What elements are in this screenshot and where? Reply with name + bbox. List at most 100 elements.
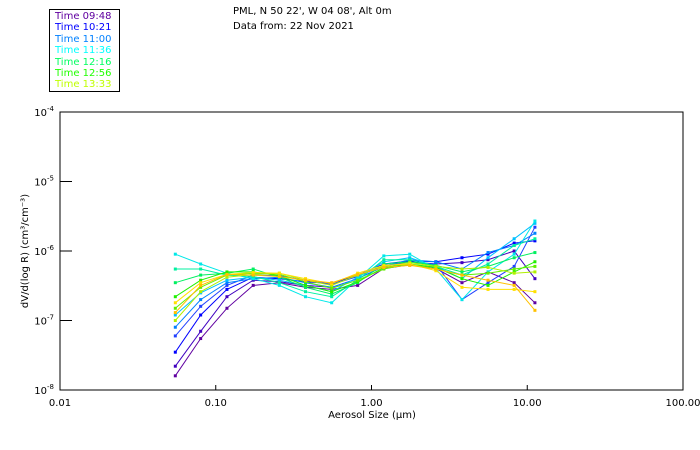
data-point — [225, 270, 229, 274]
data-point — [304, 277, 308, 281]
data-point — [173, 374, 177, 378]
data-point — [434, 267, 438, 271]
series-layer — [173, 219, 537, 378]
data-point — [434, 269, 438, 273]
data-point — [460, 256, 464, 260]
chart-title: PML, N 50 22', W 04 08', Alt 0m Data fro… — [233, 4, 392, 34]
data-point — [533, 290, 537, 294]
data-point — [304, 280, 308, 284]
y-tick-exp: -4 — [47, 105, 55, 113]
data-point — [460, 261, 464, 265]
data-point — [382, 258, 386, 262]
data-point — [486, 283, 490, 287]
data-point — [173, 313, 177, 317]
data-point — [356, 272, 360, 276]
data-point — [277, 278, 281, 282]
data-point — [277, 283, 281, 287]
data-point — [199, 329, 203, 333]
data-point — [199, 298, 203, 302]
data-point — [460, 267, 464, 271]
data-point — [251, 273, 255, 277]
legend-item: Time 11:00 — [55, 33, 112, 45]
legend-item: Time 11:36 — [55, 45, 112, 57]
y-tick-exp: -5 — [47, 175, 54, 183]
data-point — [460, 270, 464, 274]
data-point — [486, 256, 490, 260]
data-point — [251, 278, 255, 282]
data-point — [486, 265, 490, 269]
data-point — [356, 280, 360, 284]
series-line — [175, 220, 536, 304]
data-point — [199, 267, 203, 271]
data-point — [251, 277, 255, 281]
x-tick-label: 10.00 — [513, 398, 542, 409]
series-line — [174, 262, 535, 321]
data-point — [225, 295, 229, 299]
data-point — [330, 290, 334, 294]
data-point — [533, 219, 537, 223]
data-point — [330, 295, 334, 299]
data-point — [460, 298, 464, 302]
y-tick-exp: -6 — [47, 244, 55, 252]
data-point — [225, 272, 229, 276]
data-point — [486, 271, 490, 275]
data-point — [277, 271, 281, 275]
y-tick-base: 10 — [34, 108, 47, 119]
data-point — [486, 287, 490, 291]
data-point — [382, 254, 386, 258]
data-point — [512, 243, 516, 247]
data-point — [199, 290, 203, 294]
data-point — [512, 267, 516, 271]
data-point — [225, 283, 229, 287]
data-point — [199, 285, 203, 289]
data-point — [408, 258, 412, 262]
data-point — [199, 283, 203, 287]
data-point — [173, 295, 177, 299]
data-point — [330, 283, 334, 287]
legend-item: Time 10:21 — [55, 22, 112, 34]
data-point — [486, 281, 490, 285]
data-point — [199, 273, 203, 277]
series-11 — [173, 261, 537, 322]
data-point — [512, 237, 516, 241]
data-point — [460, 281, 464, 285]
y-tick-exp: -7 — [47, 314, 54, 322]
data-point — [512, 241, 516, 245]
y-tick-label: 10-5 — [34, 175, 54, 189]
data-point — [512, 256, 516, 260]
data-point — [533, 260, 537, 264]
data-point — [356, 283, 360, 287]
data-point — [251, 283, 255, 287]
legend-item: Time 12:16 — [55, 56, 112, 68]
data-point — [330, 301, 334, 305]
legend: Time 09:48 Time 10:21 Time 11:00 Time 11… — [49, 9, 120, 92]
data-point — [199, 337, 203, 341]
data-point — [460, 277, 464, 281]
data-point — [251, 271, 255, 275]
data-point — [330, 281, 334, 285]
data-point — [434, 260, 438, 264]
data-point — [512, 252, 516, 256]
data-point — [304, 283, 308, 287]
data-point — [533, 237, 537, 241]
series-5 — [173, 221, 537, 317]
y-tick-base: 10 — [34, 247, 47, 258]
y-tick-label: 10-4 — [34, 105, 54, 119]
data-point — [199, 281, 203, 285]
data-point — [408, 252, 412, 256]
y-tick-label: 10-8 — [34, 383, 54, 397]
data-point — [225, 306, 229, 310]
data-point — [251, 267, 255, 271]
data-point — [533, 308, 537, 312]
data-point — [225, 287, 229, 291]
y-tick-label: 10-6 — [34, 244, 54, 258]
data-point — [173, 301, 177, 305]
x-axis-label: Aerosol Size (μm) — [328, 410, 416, 421]
data-point — [173, 364, 177, 368]
data-point — [356, 278, 360, 282]
y-tick-base: 10 — [34, 178, 47, 189]
location-line: PML, N 50 22', W 04 08', Alt 0m — [233, 6, 392, 17]
data-point — [512, 283, 516, 287]
y-tick-base: 10 — [34, 386, 47, 397]
